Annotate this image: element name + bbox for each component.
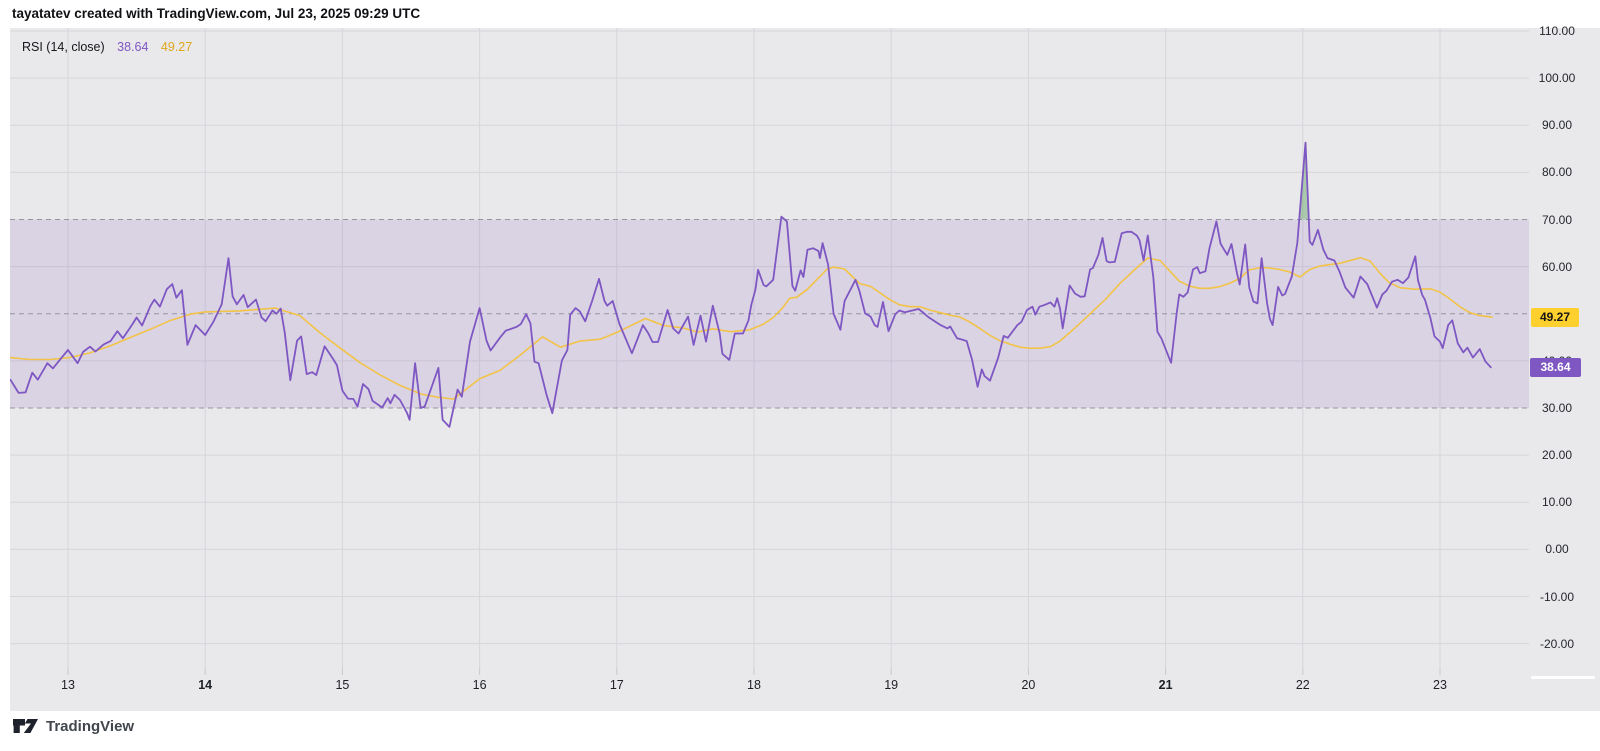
legend-ma-value: 49.27 — [160, 40, 193, 54]
legend-label: RSI (14, close) — [22, 40, 105, 54]
price-axis-label: 80.00 — [1541, 165, 1573, 180]
price-axis-label: 60.00 — [1541, 259, 1573, 274]
watermark-title: tayatatev created with TradingView.com, … — [12, 6, 421, 21]
brand-name: TradingView — [46, 717, 135, 735]
time-axis-label: 21 — [1158, 678, 1173, 692]
price-axis-label: -20.00 — [1539, 636, 1575, 651]
price-axis-label: 30.00 — [1541, 401, 1573, 415]
footer-brand[interactable]: TradingView — [12, 716, 134, 736]
time-axis-label: 16 — [472, 678, 487, 692]
ma-last-value-badge: 49.27 — [1531, 307, 1579, 327]
price-axis-label: 10.00 — [1541, 495, 1573, 510]
time-axis-label: 13 — [61, 678, 75, 692]
price-axis-label: 70.00 — [1541, 212, 1573, 227]
time-axis-label: 23 — [1433, 678, 1447, 692]
price-axis-label: 20.00 — [1541, 448, 1573, 463]
time-axis-label: 14 — [198, 678, 213, 692]
price-axis-label: 0.00 — [1545, 542, 1569, 557]
price-axis-label: -10.00 — [1539, 589, 1575, 604]
time-axis-label: 20 — [1021, 678, 1036, 692]
price-axis-label: 90.00 — [1541, 118, 1573, 133]
tradingview-logo-icon — [13, 719, 38, 733]
time-axis-label: 15 — [335, 678, 350, 692]
time-axis-label: 18 — [747, 678, 761, 692]
rsi-last-value-badge: 38.64 — [1530, 357, 1581, 377]
legend-rsi-value: 38.64 — [117, 40, 149, 54]
time-axis-label: 22 — [1295, 678, 1310, 692]
time-axis-label: 17 — [609, 678, 624, 692]
time-axis-label: 19 — [884, 678, 899, 692]
price-axis-label: 110.00 — [1539, 24, 1575, 38]
indicator-legend[interactable]: RSI (14, close) 38.64 49.27 — [22, 40, 192, 54]
price-axis-label: 100.00 — [1538, 71, 1576, 86]
